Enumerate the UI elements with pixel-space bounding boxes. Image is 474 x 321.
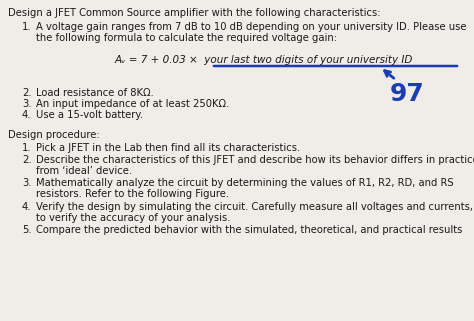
Text: resistors. Refer to the following Figure.: resistors. Refer to the following Figure… <box>36 189 229 199</box>
Text: Load resistance of 8KΩ.: Load resistance of 8KΩ. <box>36 88 154 98</box>
Text: 3.: 3. <box>22 178 31 188</box>
Text: Design procedure:: Design procedure: <box>8 130 100 140</box>
Text: Describe the characteristics of this JFET and describe how its behavior differs : Describe the characteristics of this JFE… <box>36 155 474 165</box>
Text: 2.: 2. <box>22 88 32 98</box>
Text: 2.: 2. <box>22 155 32 165</box>
Text: An input impedance of at least 250KΩ.: An input impedance of at least 250KΩ. <box>36 99 229 109</box>
Text: 97: 97 <box>390 82 425 106</box>
Text: Design a JFET Common Source amplifier with the following characteristics:: Design a JFET Common Source amplifier wi… <box>8 8 381 18</box>
Text: 1.: 1. <box>22 22 32 32</box>
Text: Pick a JFET in the Lab then find all its characteristics.: Pick a JFET in the Lab then find all its… <box>36 143 300 153</box>
Text: 4.: 4. <box>22 202 31 212</box>
Text: Compare the predicted behavior with the simulated, theoretical, and practical re: Compare the predicted behavior with the … <box>36 225 462 235</box>
Text: the following formula to calculate the required voltage gain:: the following formula to calculate the r… <box>36 33 337 43</box>
Text: Mathematically analyze the circuit by determining the values of R1, R2, RD, and : Mathematically analyze the circuit by de… <box>36 178 454 188</box>
Text: from ‘ideal’ device.: from ‘ideal’ device. <box>36 166 132 176</box>
Text: Use a 15-volt battery.: Use a 15-volt battery. <box>36 110 143 120</box>
Text: Aᵥ = 7 + 0.03 ×  your last two digits of your university ID: Aᵥ = 7 + 0.03 × your last two digits of … <box>115 55 413 65</box>
Text: Verify the design by simulating the circuit. Carefully measure all voltages and : Verify the design by simulating the circ… <box>36 202 473 212</box>
Text: to verify the accuracy of your analysis.: to verify the accuracy of your analysis. <box>36 213 230 223</box>
Text: 5.: 5. <box>22 225 32 235</box>
Text: A voltage gain ranges from 7 dB to 10 dB depending on your university ID. Please: A voltage gain ranges from 7 dB to 10 dB… <box>36 22 466 32</box>
Text: 1.: 1. <box>22 143 32 153</box>
Text: 4.: 4. <box>22 110 31 120</box>
Text: 3.: 3. <box>22 99 31 109</box>
